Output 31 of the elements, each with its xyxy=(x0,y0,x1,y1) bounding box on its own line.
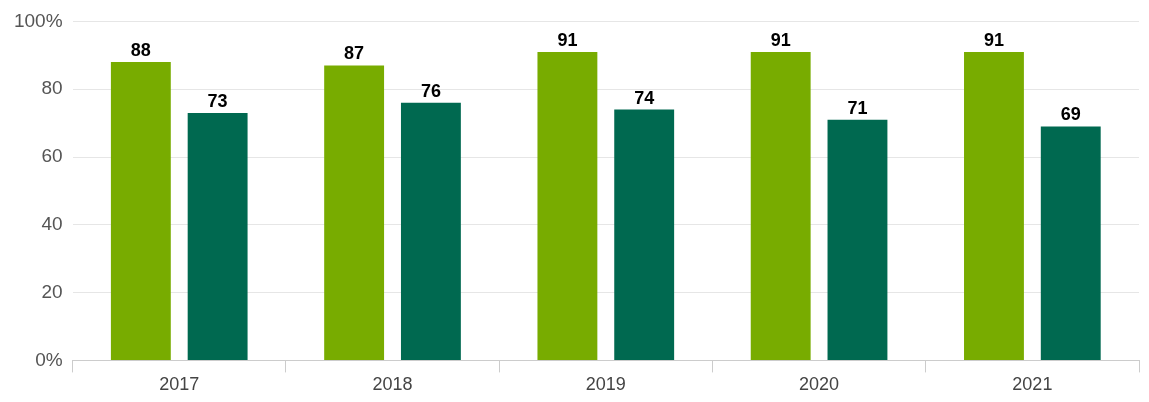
y-tick-label: 0% xyxy=(35,348,63,370)
bar xyxy=(110,62,171,360)
x-tick-label: 2020 xyxy=(799,374,840,395)
data-label: 73 xyxy=(207,90,228,111)
y-tick-label: 60 xyxy=(41,145,63,167)
data-label: 76 xyxy=(420,80,441,101)
bar xyxy=(400,102,461,360)
data-label: 91 xyxy=(557,29,578,50)
bar xyxy=(614,109,675,360)
data-label: 69 xyxy=(1060,104,1081,125)
data-label: 91 xyxy=(983,29,1004,50)
data-label: 71 xyxy=(847,97,868,118)
y-tick-label: 40 xyxy=(41,213,63,235)
bar xyxy=(750,51,811,360)
x-tick-label: 2017 xyxy=(159,374,200,395)
bar xyxy=(1040,126,1101,360)
bar xyxy=(964,51,1024,360)
y-tick-label: 20 xyxy=(41,280,63,302)
data-label: 88 xyxy=(130,40,151,61)
data-label: 87 xyxy=(344,43,365,64)
data-label: 74 xyxy=(634,87,655,108)
x-tick-label: 2019 xyxy=(585,374,626,395)
bar xyxy=(537,51,598,360)
x-tick-label: 2018 xyxy=(372,374,413,395)
bar xyxy=(187,112,248,360)
y-tick-label: 100% xyxy=(13,9,63,31)
bar xyxy=(324,65,385,360)
x-tick-label: 2021 xyxy=(1012,374,1053,395)
bar xyxy=(827,119,888,360)
y-tick-label: 80 xyxy=(41,77,63,99)
data-label: 91 xyxy=(770,29,791,50)
